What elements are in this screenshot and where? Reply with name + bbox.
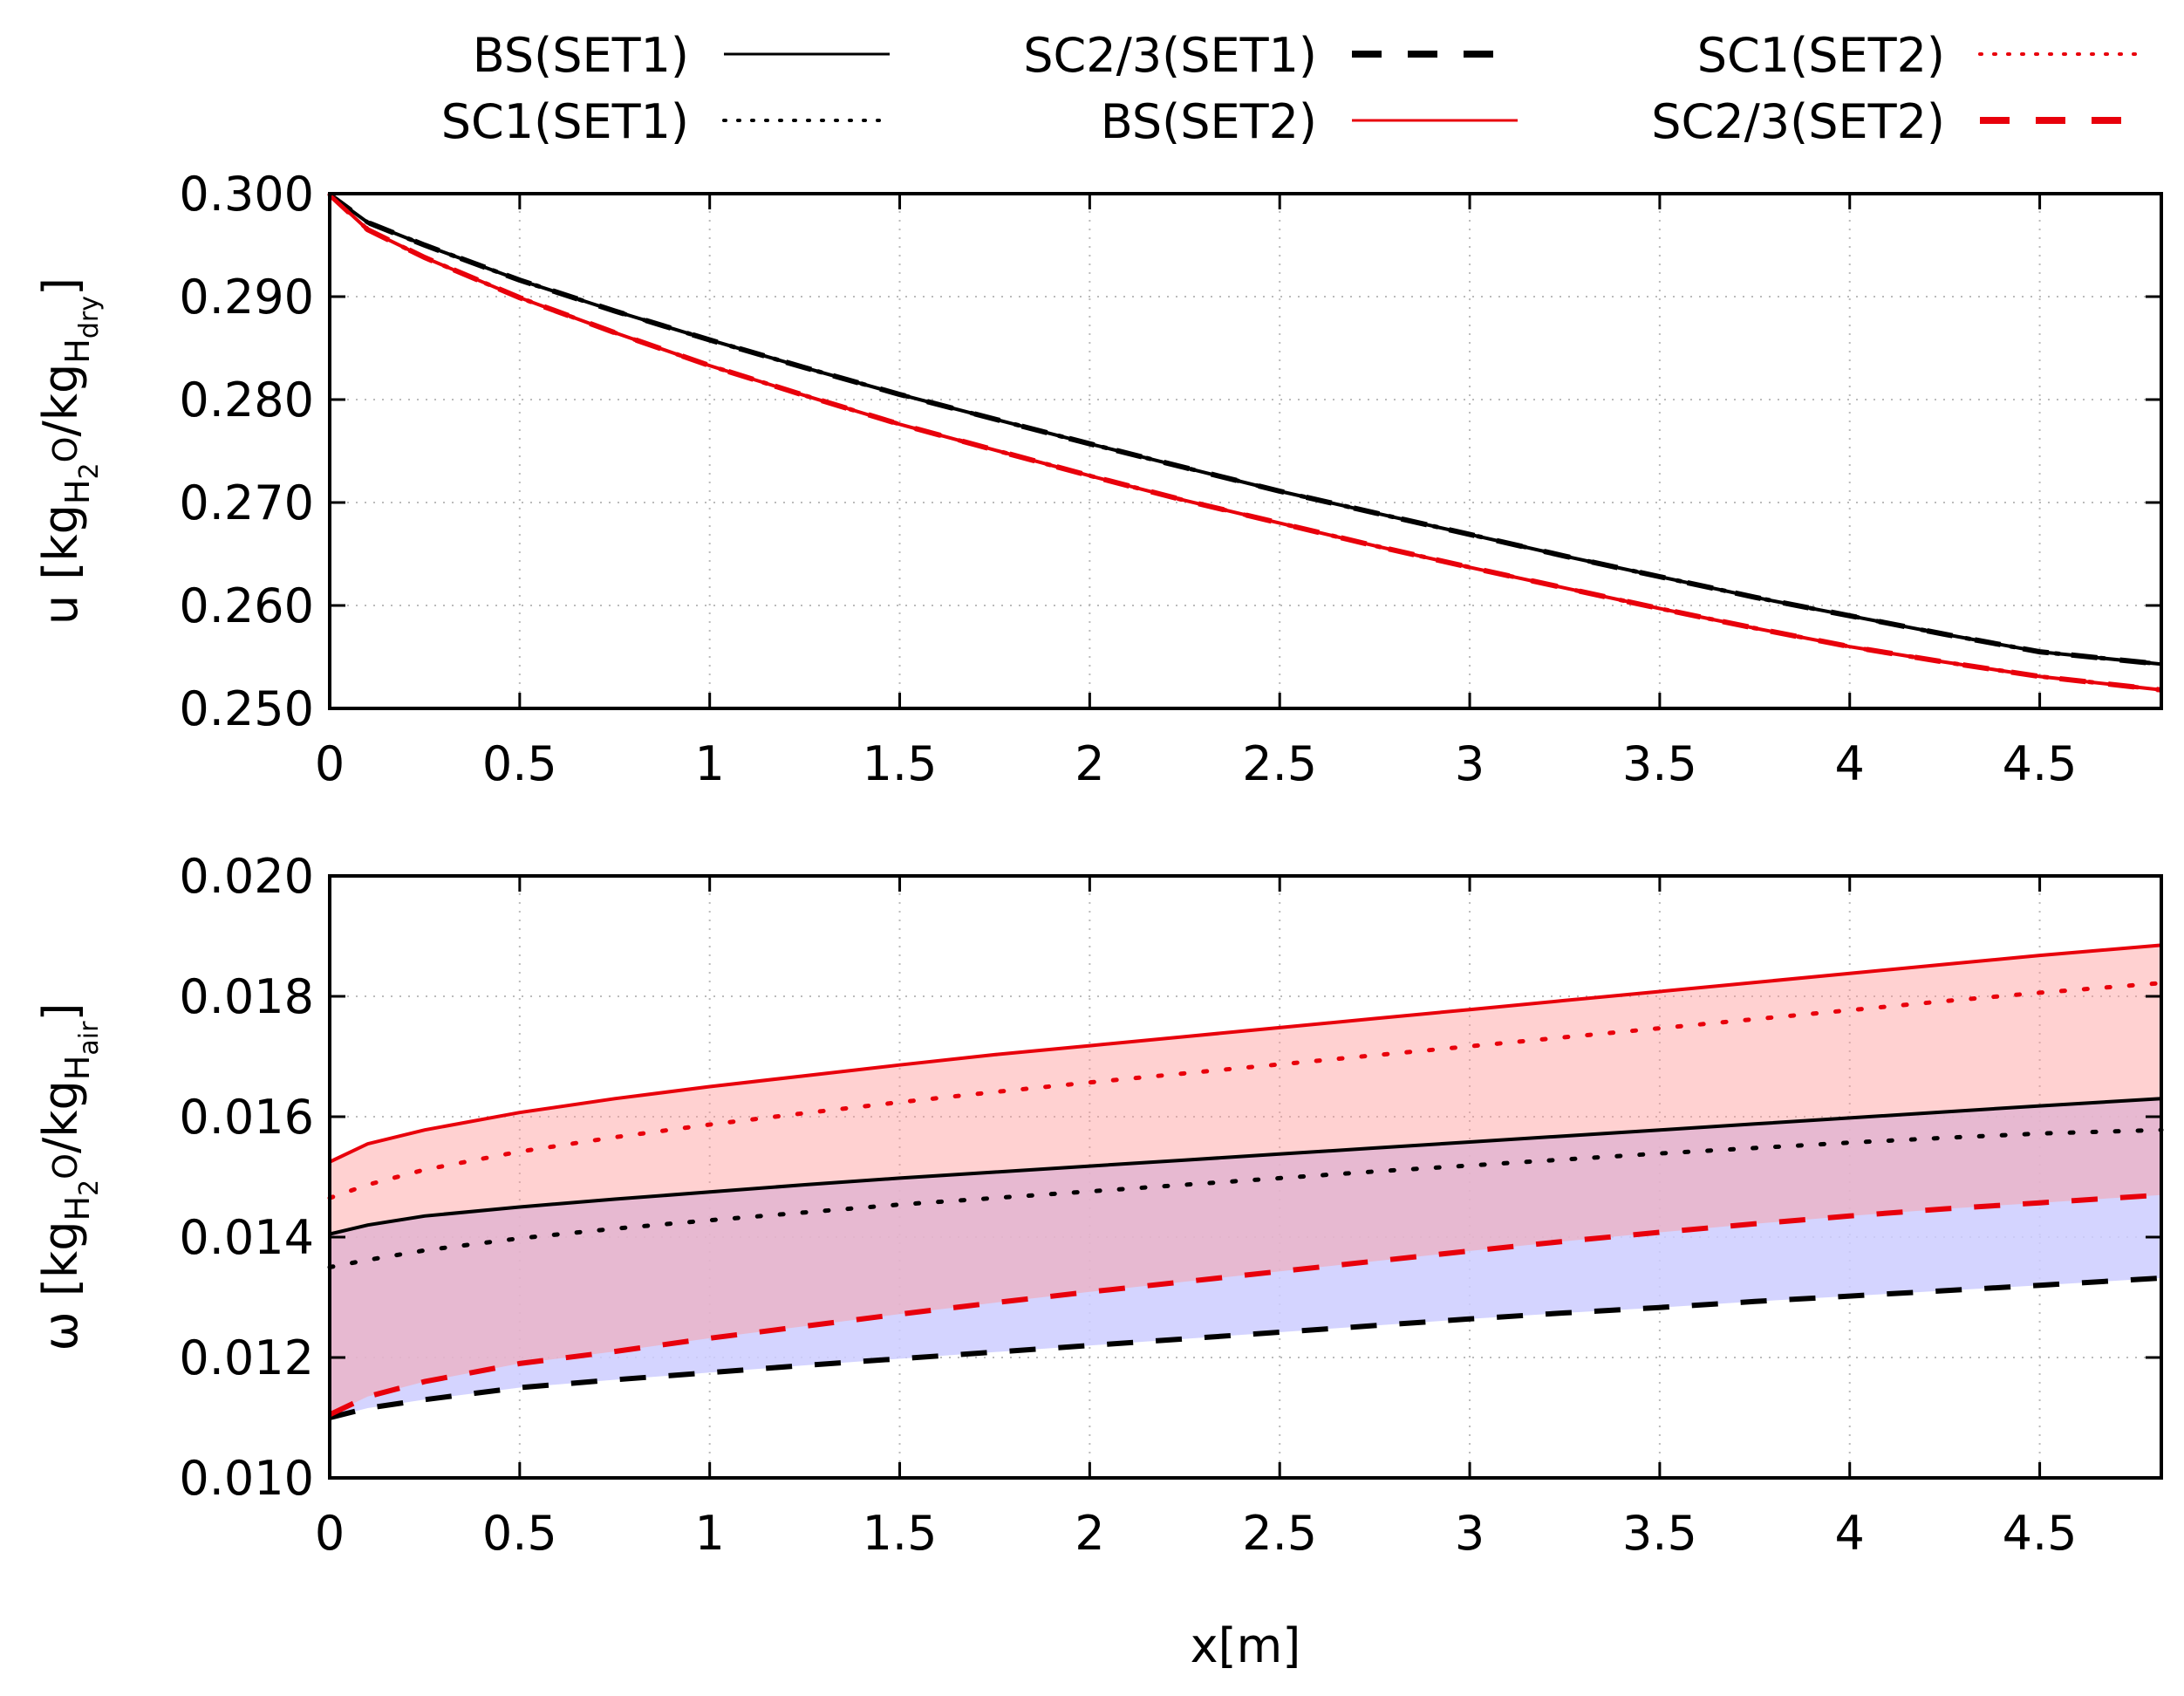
series-line-bs-set2- [328, 193, 2162, 692]
legend: BS(SET1) SC1(SET1) SC2/3(SET1) BS(SET2) SC1(… [441, 28, 2147, 149]
series-line-sc1-set1- [327, 192, 2164, 667]
legend-label-bs-set2-: BS(SET2) [1101, 94, 1317, 149]
x-tick-label: 3 [1455, 1506, 1484, 1561]
x-tick-label: 1.5 [863, 1506, 938, 1561]
series-line-bs-set1- [329, 1097, 2162, 1236]
y-tick-label: 0.280 [179, 373, 314, 427]
y-tick-label: 0.018 [179, 969, 314, 1024]
y-axis-label-part: dry [74, 296, 105, 339]
x-tick-label: 1.5 [863, 736, 938, 791]
series-line-sc1-set2- [327, 981, 2164, 1200]
y-axis-label: u [kgH2O/kgHdry] [33, 277, 105, 625]
series-line-sc1-set2- [327, 192, 2164, 693]
legend-label-sc1-set2-: SC1(SET2) [1697, 28, 1945, 83]
series-line-bs-set1- [328, 193, 2162, 667]
y-axis-label-part: ] [33, 1002, 88, 1021]
x-tick-label: 1 [695, 736, 725, 791]
y-axis-label-part: H [58, 1056, 97, 1081]
y-axis-label-part: O [46, 1153, 85, 1180]
y-tick-label: 0.300 [179, 167, 314, 222]
y-axis-label-part: /kg [33, 364, 88, 437]
x-tick-label: 0 [315, 1506, 345, 1561]
y-tick-label: 0.016 [179, 1090, 314, 1145]
y-tick-label: 0.260 [179, 578, 314, 633]
y-tick-label: 0.270 [179, 475, 314, 530]
x-tick-label: 1 [695, 1506, 725, 1561]
x-tick-label: 3.5 [1622, 736, 1697, 791]
plot-frame [328, 192, 2163, 710]
y-axis-label-part: /kg [33, 1080, 88, 1153]
x-tick-label: 2 [1075, 736, 1104, 791]
y-axis-label-part: 2 [74, 1180, 105, 1196]
x-tick-label: 3 [1455, 736, 1484, 791]
band-1 [330, 1098, 2161, 1418]
y-axis-label-part: ω [kg [33, 1221, 88, 1351]
x-tick-label: 4 [1835, 1506, 1865, 1561]
panel-1: 0 0.5 1 1.5 2 2.5 3 3.5 4 4.5 0.250 0.260 0.270 0.280… [33, 167, 2164, 791]
y-tick-label: 0.012 [179, 1330, 314, 1385]
x-tick-label: 2.5 [1242, 736, 1317, 791]
y-axis-label-part: 2 [74, 462, 105, 479]
y-axis-label-part: ] [33, 277, 88, 296]
series-line-sc2-3-set2- [327, 192, 2162, 693]
x-tick-label: 0 [315, 736, 345, 791]
x-tick-label: 4 [1835, 736, 1865, 791]
legend-label-sc2-3-set2-: SC2/3(SET2) [1651, 94, 1945, 149]
y-axis-label-part: O [46, 436, 85, 462]
x-tick-label: 2.5 [1242, 1506, 1317, 1561]
series-line-sc2-3-set1- [328, 192, 2162, 667]
panel-2: 0 0.5 1 1.5 2 2.5 3 3.5 4 4.5 0.010 0.012 0.014 0.016… [33, 849, 2164, 1673]
plot-frame [328, 874, 2163, 1480]
x-tick-label: 0.5 [482, 736, 557, 791]
x-tick-label: 0.5 [482, 1506, 557, 1561]
y-axis-label-part: air [74, 1021, 105, 1056]
y-axis-label-part: H [58, 1196, 97, 1221]
y-axis-label-part: H [58, 339, 97, 364]
x-tick-label: 4.5 [2003, 736, 2078, 791]
y-tick-label: 0.020 [179, 849, 314, 904]
x-axis-label: x[m] [1191, 1618, 1301, 1673]
y-axis-label-part: u [kg [33, 504, 88, 625]
legend-label-sc1-set1-: SC1(SET1) [441, 94, 689, 149]
y-axis-label: ω [kgH2O/kgHair] [33, 1002, 105, 1351]
series-line-bs-set2- [329, 943, 2162, 1164]
x-tick-label: 4.5 [2003, 1506, 2078, 1561]
y-tick-label: 0.290 [179, 270, 314, 325]
legend-label-bs-set1-: BS(SET1) [473, 28, 689, 83]
band-2 [330, 945, 2161, 1415]
y-tick-label: 0.250 [179, 681, 314, 736]
x-tick-label: 3.5 [1622, 1506, 1697, 1561]
legend-label-sc2-3-set1-: SC2/3(SET1) [1023, 28, 1317, 83]
y-tick-label: 0.010 [179, 1451, 314, 1506]
x-tick-label: 2 [1075, 1506, 1104, 1561]
y-tick-label: 0.014 [179, 1210, 314, 1265]
y-axis-label-part: H [58, 479, 97, 504]
